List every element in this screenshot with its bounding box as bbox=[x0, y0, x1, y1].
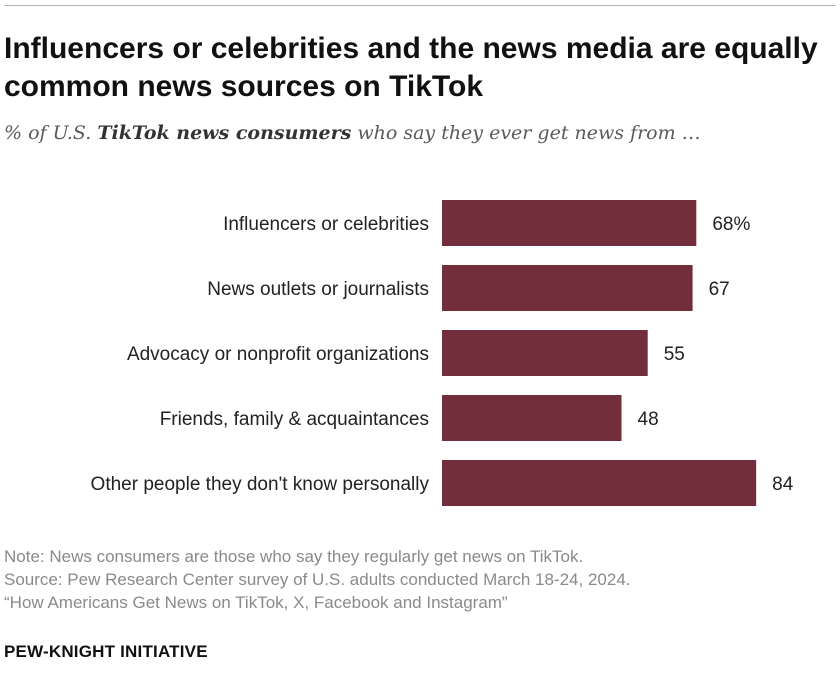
bar bbox=[442, 265, 693, 311]
category-label: Other people they don't know personally bbox=[91, 474, 430, 495]
chart-title: Influencers or celebrities and the news … bbox=[4, 32, 818, 103]
value-label: 68% bbox=[712, 214, 750, 235]
subtitle-suffix: who say they ever get news from … bbox=[357, 122, 701, 144]
bar bbox=[442, 460, 757, 506]
note-text: Note: News consumers are those who say t… bbox=[4, 547, 584, 566]
category-label: Friends, family & acquaintances bbox=[160, 409, 429, 430]
chart-subtitle: % of U.S. TikTok news consumers who say … bbox=[4, 120, 824, 146]
category-label: Influencers or celebrities bbox=[223, 214, 429, 235]
value-label: 55 bbox=[664, 344, 685, 365]
bar-chart: Influencers or celebrities 68% News outlet… bbox=[91, 200, 794, 506]
report-title: “How Americans Get News on TikTok, X, Fa… bbox=[4, 593, 508, 612]
value-label: 84 bbox=[772, 474, 794, 495]
category-label: Advocacy or nonprofit organizations bbox=[127, 344, 429, 365]
subtitle-prefix: % of U.S. bbox=[4, 122, 92, 144]
bar bbox=[442, 330, 648, 376]
bar bbox=[442, 395, 622, 441]
source-text: Source: Pew Research Center survey of U.… bbox=[4, 570, 631, 589]
category-label: News outlets or journalists bbox=[207, 279, 429, 300]
footnotes: Note: News consumers are those who say t… bbox=[4, 545, 834, 614]
bar bbox=[442, 200, 697, 246]
top-divider bbox=[4, 5, 836, 6]
brand-logo-text: PEW-KNIGHT INITIATIVE bbox=[4, 642, 208, 661]
subtitle-bold: TikTok news consumers bbox=[97, 122, 352, 144]
value-label: 48 bbox=[638, 409, 659, 430]
value-label: 67 bbox=[709, 279, 730, 300]
